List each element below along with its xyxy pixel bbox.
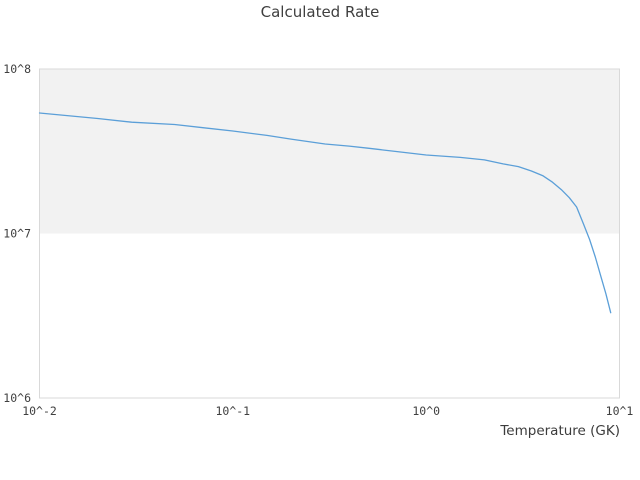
highlight-band	[39, 69, 620, 234]
x-tick-label: 10^0	[412, 404, 440, 418]
x-tick-label: 10^-2	[22, 404, 57, 418]
y-tick-label: 10^6	[3, 391, 31, 405]
plot-border	[39, 68, 620, 399]
x-tick-label: 10^1	[606, 404, 634, 418]
x-axis-label: Temperature (GK)	[500, 423, 620, 439]
y-tick-label: 10^7	[3, 227, 31, 241]
y-tick-label: 10^8	[3, 62, 31, 76]
rate-line	[38, 112, 612, 314]
x-tick-label: 10^-1	[215, 404, 250, 418]
chart-title: Calculated Rate	[260, 3, 380, 21]
